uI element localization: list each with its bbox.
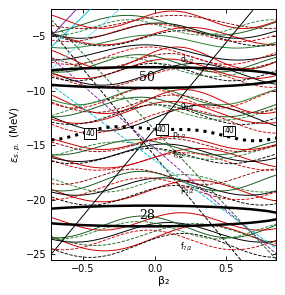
Text: p$_{3/2}$: p$_{3/2}$ (180, 186, 195, 196)
Text: g$_{9/2}$: g$_{9/2}$ (180, 101, 195, 112)
X-axis label: β₂: β₂ (158, 276, 170, 286)
Text: d$_{5/2}$: d$_{5/2}$ (180, 54, 195, 66)
Text: 40: 40 (224, 127, 234, 135)
Text: 40: 40 (85, 129, 95, 138)
Text: 50: 50 (139, 71, 155, 84)
Text: f$_{7/2}$: f$_{7/2}$ (180, 240, 193, 253)
Text: 28: 28 (139, 209, 155, 222)
Text: p$_{1/2}$: p$_{1/2}$ (172, 130, 187, 141)
Text: f$_{5/2}$: f$_{5/2}$ (172, 149, 184, 161)
Text: 40: 40 (157, 125, 167, 134)
Y-axis label: $\varepsilon_{s.p.}$ (MeV): $\varepsilon_{s.p.}$ (MeV) (9, 106, 23, 163)
